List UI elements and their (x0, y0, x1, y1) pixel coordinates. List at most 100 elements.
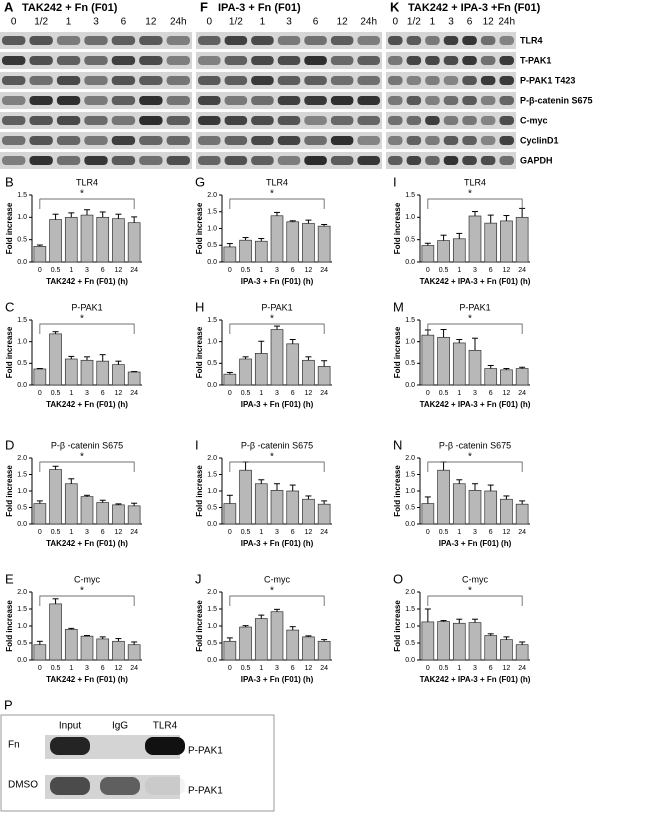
bar (271, 330, 283, 385)
x-tick-label: 0 (38, 529, 42, 536)
chart-title: P-PAK1 (459, 302, 490, 312)
row-label: Fn (8, 740, 20, 751)
y-tick-label: 0.0 (405, 259, 415, 266)
error-bar (115, 214, 121, 218)
blot-band (57, 56, 80, 65)
lane-label: 12 (337, 17, 349, 28)
blot-band (407, 156, 422, 165)
band-label: P-PAK1 (188, 746, 223, 757)
bar (422, 335, 434, 385)
bar (318, 504, 330, 524)
bar (453, 623, 465, 660)
blot-band (331, 36, 354, 45)
bar (485, 491, 497, 524)
chart-title: P-PAK1 (71, 302, 102, 312)
error-bar (100, 355, 106, 362)
lane-label: 1/2 (407, 17, 421, 28)
blot-band (112, 156, 135, 165)
bar (128, 645, 140, 660)
blot-band (139, 56, 162, 65)
bar (500, 370, 512, 385)
bar (65, 484, 77, 524)
x-tick-label: 1 (69, 390, 73, 397)
x-tick-label: 3 (473, 267, 477, 274)
error-bar (472, 484, 478, 491)
bar (469, 623, 481, 660)
y-tick-label: 0.5 (405, 640, 415, 647)
error-bar (274, 609, 280, 611)
blot-band (444, 76, 459, 85)
blot-band (251, 116, 274, 125)
error-bar (243, 238, 249, 241)
blot-band (444, 116, 459, 125)
y-tick-label: 0.0 (17, 259, 27, 266)
blot-band (304, 116, 327, 125)
chart-title: TLR4 (464, 177, 486, 187)
blot-band (84, 136, 107, 145)
chart-letter: N (393, 437, 402, 452)
column-label: Input (59, 721, 81, 732)
bar (50, 604, 62, 660)
error-bar (53, 466, 59, 469)
x-tick-label: 0.5 (241, 529, 251, 536)
blot-band (331, 136, 354, 145)
blot-band (462, 136, 477, 145)
blot-band (481, 96, 496, 105)
blot-band (425, 36, 440, 45)
blot-band (444, 56, 459, 65)
blot-band (225, 156, 248, 165)
bar (81, 497, 93, 524)
bar (240, 359, 252, 385)
x-tick-label: 24 (518, 529, 526, 536)
y-tick-label: 0.0 (17, 521, 27, 528)
bracket (428, 324, 522, 334)
bar (65, 359, 77, 385)
significance: * (468, 452, 472, 463)
x-tick-label: 3 (85, 665, 89, 672)
bar (302, 499, 314, 524)
x-tick-label: 6 (101, 390, 105, 397)
x-axis-label: IPA-3 + Fn (F01) (h) (241, 675, 314, 684)
error-bar (258, 341, 264, 353)
error-bar (441, 330, 447, 338)
y-axis-label: Fold increase (393, 600, 402, 652)
blot-band (499, 136, 514, 145)
chart-letter: M (393, 299, 404, 314)
significance: * (468, 189, 472, 200)
y-tick-label: 1.5 (17, 192, 27, 199)
blot-band (57, 96, 80, 105)
x-tick-label: 12 (115, 665, 123, 672)
significance: * (80, 452, 84, 463)
blot-band (357, 56, 380, 65)
error-bar (53, 599, 59, 604)
blot-band (388, 156, 403, 165)
bar (287, 344, 299, 385)
blot-band (444, 136, 459, 145)
blot-band (139, 96, 162, 105)
lane-label: 0 (207, 17, 213, 28)
error-bar (321, 361, 327, 367)
bar (287, 222, 299, 262)
blot-band (198, 56, 221, 65)
error-bar (425, 497, 431, 504)
blot-band (84, 116, 107, 125)
bar (485, 369, 497, 385)
blot-band (251, 76, 274, 85)
x-tick-label: 6 (489, 665, 493, 672)
bar (271, 216, 283, 262)
y-tick-label: 2.0 (207, 192, 217, 199)
lane-label: 6 (121, 17, 127, 28)
blot-band (251, 96, 274, 105)
chart-title: C-myc (462, 574, 488, 584)
error-bar (290, 485, 296, 491)
blot-band (357, 136, 380, 145)
blot-band (499, 36, 514, 45)
x-tick-label: 24 (320, 529, 328, 536)
x-tick-label: 0.5 (439, 390, 449, 397)
x-tick-label: 1 (457, 267, 461, 274)
x-tick-label: 3 (473, 529, 477, 536)
bar (224, 504, 236, 524)
blot-band (198, 116, 221, 125)
x-tick-label: 0 (38, 665, 42, 672)
significance: * (468, 586, 472, 597)
